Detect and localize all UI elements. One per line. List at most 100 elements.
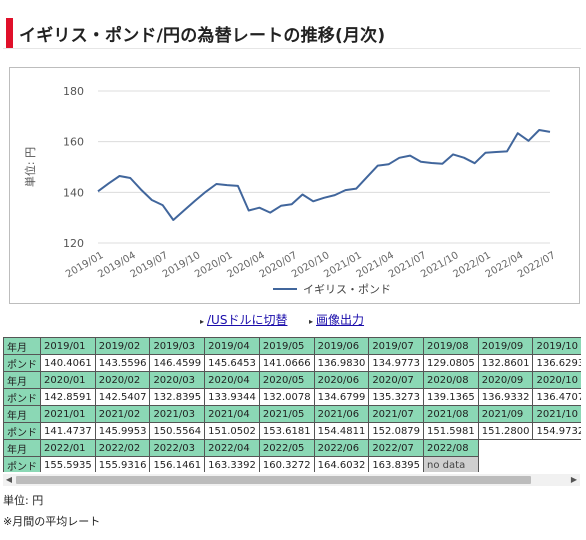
series-line <box>97 129 551 221</box>
value-cell: 136.6293 <box>532 354 581 372</box>
chart-panel: 120 140 160 180 単位: 円 2019/01 2019/04 2019/07 20… <box>9 67 580 304</box>
month-cell: 2019/10 <box>532 337 581 355</box>
month-cell: 2019/04 <box>204 337 260 355</box>
value-cell: 155.5935 <box>40 456 96 472</box>
value-cell: 132.8601 <box>477 354 534 372</box>
value-cell: 136.9830 <box>313 354 370 372</box>
value-cell: 163.8395 <box>368 456 425 472</box>
switch-usd-link[interactable]: ▸/USドルに切替 <box>200 311 287 328</box>
value-cell: 150.5564 <box>149 422 206 440</box>
table-row-values: ポンド 140.4061 143.5596 146.4599 145.6453 141.0… <box>3 354 581 372</box>
value-cell: 160.3272 <box>258 456 315 472</box>
row-label-year-month: 年月 <box>3 439 41 457</box>
rate-table: 年月 2019/01 2019/02 2019/03 2019/04 2019/05 201… <box>3 337 581 472</box>
value-cell: 141.0666 <box>258 354 315 372</box>
value-cell: 151.0502 <box>204 422 260 440</box>
month-cell: 2020/04 <box>204 371 260 389</box>
month-cell: 2021/10 <box>532 405 581 423</box>
row-label-pound: ポンド <box>3 456 41 472</box>
value-cell: 152.0879 <box>368 422 425 440</box>
value-cell: 154.4811 <box>313 422 370 440</box>
month-cell: 2020/07 <box>368 371 425 389</box>
row-label-year-month: 年月 <box>3 405 41 423</box>
value-cell: 145.6453 <box>204 354 260 372</box>
table-row-values: ポンド 142.8591 142.5407 132.8395 133.9344 132.0… <box>3 388 581 406</box>
month-cell: 2019/01 <box>40 337 96 355</box>
horizontal-scrollbar[interactable]: ◀ ▶ <box>3 474 580 486</box>
month-cell: 2022/03 <box>149 439 206 457</box>
month-cell: 2020/08 <box>423 371 479 389</box>
rate-table-container[interactable]: 年月 2019/01 2019/02 2019/03 2019/04 2019/05 201… <box>3 337 581 472</box>
value-cell: 156.1461 <box>149 456 206 472</box>
value-cell: 155.9316 <box>94 456 151 472</box>
row-label-year-month: 年月 <box>3 337 41 355</box>
y-tick-label: 120 <box>63 237 84 250</box>
value-cell: 135.3273 <box>368 388 425 406</box>
value-cell: 151.5981 <box>423 422 479 440</box>
row-label-year-month: 年月 <box>3 371 41 389</box>
triangle-right-icon: ▸ <box>309 317 314 326</box>
table-row-months: 年月 2019/01 2019/02 2019/03 2019/04 2019/05 201… <box>3 337 581 355</box>
page-title: イギリス・ポンド/円の為替レートの推移(月次) <box>19 26 386 46</box>
month-cell: 2022/06 <box>313 439 370 457</box>
month-cell: 2022/01 <box>40 439 96 457</box>
title-bar: イギリス・ポンド/円の為替レートの推移(月次) <box>3 18 581 49</box>
month-cell: 2020/10 <box>532 371 581 389</box>
unit-note: 単位: 円 <box>3 494 44 507</box>
value-cell: 133.9344 <box>204 388 260 406</box>
month-cell: 2021/01 <box>40 405 96 423</box>
month-cell: 2019/09 <box>477 337 534 355</box>
month-cell: 2020/01 <box>40 371 96 389</box>
month-cell: 2020/09 <box>477 371 534 389</box>
image-output-label: 画像出力 <box>316 313 365 327</box>
month-cell: 2021/07 <box>368 405 425 423</box>
month-cell: 2021/02 <box>94 405 151 423</box>
value-cell: 136.9332 <box>477 388 534 406</box>
month-cell: 2020/06 <box>313 371 370 389</box>
value-cell: 146.4599 <box>149 354 206 372</box>
value-cell: 140.4061 <box>40 354 96 372</box>
month-cell: 2020/02 <box>94 371 151 389</box>
value-cell: 143.5596 <box>94 354 151 372</box>
value-cell: 129.0805 <box>423 354 479 372</box>
table-row-values: ポンド 155.5935 155.9316 156.1461 163.3392 160.3… <box>3 456 582 472</box>
image-output-link[interactable]: ▸ 画像出力 <box>309 311 364 328</box>
scroll-right-arrow-icon[interactable]: ▶ <box>570 475 578 484</box>
value-cell: 153.6181 <box>258 422 315 440</box>
value-cell: 136.4707 <box>532 388 581 406</box>
month-cell: 2021/05 <box>258 405 315 423</box>
month-cell: 2019/07 <box>368 337 425 355</box>
month-cell: 2020/03 <box>149 371 206 389</box>
month-cell: 2022/08 <box>423 439 479 457</box>
value-cell: 132.8395 <box>149 388 206 406</box>
value-cell: 151.2800 <box>477 422 534 440</box>
value-cell: 154.9732 <box>532 422 581 440</box>
y-axis-label: 単位: 円 <box>23 147 37 187</box>
month-cell: 2019/08 <box>423 337 479 355</box>
month-cell: 2021/04 <box>204 405 260 423</box>
y-tick-label: 160 <box>63 136 84 149</box>
scroll-thumb[interactable] <box>16 476 531 484</box>
month-cell: 2022/05 <box>258 439 315 457</box>
month-cell: 2020/05 <box>258 371 315 389</box>
month-cell: 2019/05 <box>258 337 315 355</box>
value-cell: 164.6032 <box>313 456 370 472</box>
month-cell: 2022/02 <box>94 439 151 457</box>
value-cell: 132.0078 <box>258 388 315 406</box>
month-cell: 2019/03 <box>149 337 206 355</box>
month-cell: 2021/06 <box>313 405 370 423</box>
value-cell: 134.9773 <box>368 354 425 372</box>
y-tick-label: 180 <box>63 85 84 98</box>
month-cell: 2021/09 <box>477 405 534 423</box>
title-accent-bar <box>6 18 13 48</box>
table-row-values: ポンド 141.4737 145.9953 150.5564 151.0502 153.6… <box>3 422 581 440</box>
month-cell: 2022/04 <box>204 439 260 457</box>
scroll-left-arrow-icon[interactable]: ◀ <box>5 475 13 484</box>
average-note: ※月間の平均レート <box>3 515 101 528</box>
link-bar: ▸/USドルに切替 ▸ 画像出力 <box>0 311 586 329</box>
value-cell: 163.3392 <box>204 456 260 472</box>
month-cell: 2022/07 <box>368 439 425 457</box>
month-cell: 2021/03 <box>149 405 206 423</box>
row-label-pound: ポンド <box>3 388 41 406</box>
